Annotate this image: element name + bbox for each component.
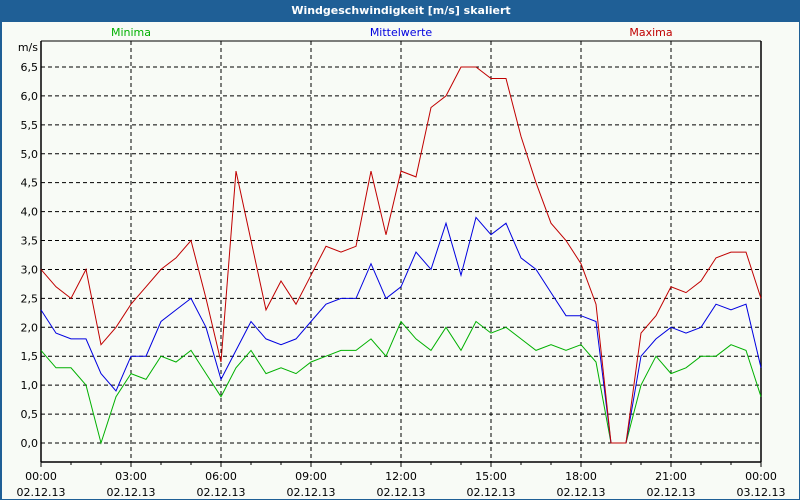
series-line-maxima xyxy=(40,66,762,444)
x-tick-time: 21:00 xyxy=(655,470,687,483)
y-tick-label: 1,0 xyxy=(21,379,39,392)
x-tick-date: 02.12.13 xyxy=(557,486,606,499)
x-tick-date: 02.12.13 xyxy=(17,486,66,499)
x-tick-time: 03:00 xyxy=(115,470,147,483)
window-title: Windgeschwindigkeit [m/s] skaliert xyxy=(1,1,800,21)
x-tick-time: 09:00 xyxy=(295,470,327,483)
series-line-mittelwerte xyxy=(40,216,762,444)
y-tick-label: 6,0 xyxy=(21,90,39,103)
x-tick-date: 02.12.13 xyxy=(647,486,696,499)
y-tick-label: 2,0 xyxy=(21,321,39,334)
x-tick-date: 02.12.13 xyxy=(467,486,516,499)
x-tick-date: 02.12.13 xyxy=(197,486,246,499)
x-tick-time: 12:00 xyxy=(385,470,417,483)
y-tick-label: 0,5 xyxy=(21,408,39,421)
series-line-minima xyxy=(40,320,762,445)
y-tick-label: 5,0 xyxy=(21,148,39,161)
x-tick-time: 00:00 xyxy=(25,470,57,483)
y-tick-label: 6,5 xyxy=(21,61,39,74)
legend-maxima: Maxima xyxy=(629,26,672,39)
y-tick-label: 2,5 xyxy=(21,292,39,305)
x-tick-date: 03.12.13 xyxy=(737,486,786,499)
x-tick-date: 02.12.13 xyxy=(287,486,336,499)
chart-area: 0,0 0,5 1,0 1,5 2,0 2,5 3,0 3,5 4,0 4,5 5,0 5,5 6,0 6… xyxy=(2,22,799,499)
legend-minima: Minima xyxy=(111,26,151,39)
x-tick-time: 00:00 xyxy=(745,470,777,483)
x-tick-time: 06:00 xyxy=(205,470,237,483)
y-tick-label: 0,0 xyxy=(21,437,39,450)
y-tick-label: 3,0 xyxy=(21,263,39,276)
x-tick-time: 15:00 xyxy=(475,470,507,483)
y-tick-label: 4,5 xyxy=(21,177,39,190)
x-tick-date: 02.12.13 xyxy=(107,486,156,499)
legend-mittelwerte: Mittelwerte xyxy=(370,26,433,39)
y-tick-label: 5,5 xyxy=(21,119,39,132)
y-tick-label: 1,5 xyxy=(21,350,39,363)
y-axis-label: m/s xyxy=(18,41,38,54)
y-tick-label: 4,0 xyxy=(21,206,39,219)
x-tick-date: 02.12.13 xyxy=(377,486,426,499)
x-tick-time: 18:00 xyxy=(565,470,597,483)
y-tick-label: 3,5 xyxy=(21,235,39,248)
wind-speed-chart: 0,0 0,5 1,0 1,5 2,0 2,5 3,0 3,5 4,0 4,5 5,0 5,5 6,0 6… xyxy=(17,26,786,499)
